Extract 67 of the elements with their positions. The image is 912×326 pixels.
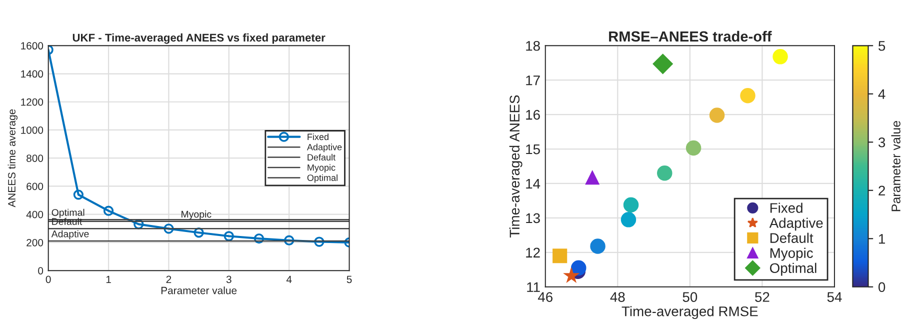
- x-tick-label: 2: [166, 276, 172, 283]
- point: [563, 267, 580, 283]
- point: [254, 233, 264, 244]
- point: [73, 190, 84, 200]
- y-tick-label: 18: [526, 40, 540, 51]
- point: [314, 236, 324, 247]
- y-tick-label: 15: [526, 144, 540, 154]
- y-tick-label: 17: [526, 76, 540, 86]
- point: [585, 170, 600, 185]
- legend-label: Adaptive: [769, 218, 823, 231]
- x-axis-title: Time-averaged RMSE: [622, 306, 758, 320]
- y-tick-label: 1400: [21, 70, 44, 78]
- color-bar-title: Parameter value: [891, 120, 900, 212]
- color-bar-label: 4: [878, 89, 886, 99]
- y-tick-label: 800: [26, 154, 44, 162]
- text: Default: [308, 154, 336, 161]
- point: [164, 224, 174, 234]
- x-tick-label: 48: [610, 292, 625, 302]
- y-tick-label: 1000: [21, 126, 44, 134]
- y-tick-label: 200: [26, 238, 44, 246]
- x-tick-label: 1: [106, 276, 111, 283]
- y-tick-label: 1200: [21, 98, 44, 106]
- legend-label: Myopic: [770, 248, 813, 261]
- y-tick-label: 14: [526, 178, 540, 189]
- text: Myopic: [308, 164, 336, 173]
- ref-line-label: Optimal: [52, 208, 84, 218]
- color-bar-label: 5: [878, 41, 886, 51]
- point: [103, 206, 114, 216]
- x-tick-label: 50: [682, 292, 698, 302]
- text: Adaptive: [306, 144, 342, 152]
- y-tick-label: 13: [526, 213, 540, 224]
- ref-line-label: Default: [52, 218, 82, 225]
- x-tick-label: 54: [827, 292, 842, 302]
- color-bar-label: 2: [878, 186, 885, 196]
- x-tick-label: 3: [226, 276, 232, 284]
- y-tick-label: 400: [26, 210, 44, 218]
- point: [652, 54, 674, 74]
- point: [284, 235, 294, 246]
- x-tick-label: 0: [46, 276, 51, 284]
- x-tick-label: 4: [286, 276, 292, 283]
- y-tick-label: 12: [526, 248, 540, 258]
- x-tick-label: 46: [538, 292, 552, 302]
- y-tick-label: 0: [38, 267, 44, 274]
- ref-line-label: Myopic: [182, 210, 212, 220]
- y-axis-title: Time-averaged ANEES: [509, 95, 522, 238]
- x-axis-title: Parameter value: [161, 286, 237, 294]
- point: [194, 228, 204, 238]
- legend-label: Fixed: [770, 202, 802, 213]
- x-tick-label: 5: [346, 276, 352, 284]
- ref-line-label: Adaptive: [51, 230, 89, 240]
- y-tick-label: 11: [527, 282, 540, 292]
- legend-label: Default: [770, 232, 814, 243]
- color-bar-label: 0: [878, 282, 886, 292]
- point: [224, 231, 234, 242]
- y-tick-label: 16: [526, 110, 540, 120]
- text: Optimal: [307, 174, 338, 183]
- color-bar-label: 1: [879, 234, 885, 244]
- x-tick-label: 52: [755, 292, 770, 302]
- color-bar-label: 3: [878, 137, 886, 148]
- point: [552, 248, 568, 264]
- legend-label: Optimal: [770, 262, 816, 276]
- y-tick-label: 600: [26, 182, 44, 190]
- y-tick-label: 1600: [21, 42, 44, 50]
- chart-title: RMSE–ANEES trade-off: [609, 30, 772, 42]
- chart-title: UKF - Time-averaged ANEES vs fixed parameter: [72, 33, 326, 44]
- y-axis-title: ANEES time average: [8, 109, 18, 208]
- legend-label: Fixed: [308, 133, 328, 140]
